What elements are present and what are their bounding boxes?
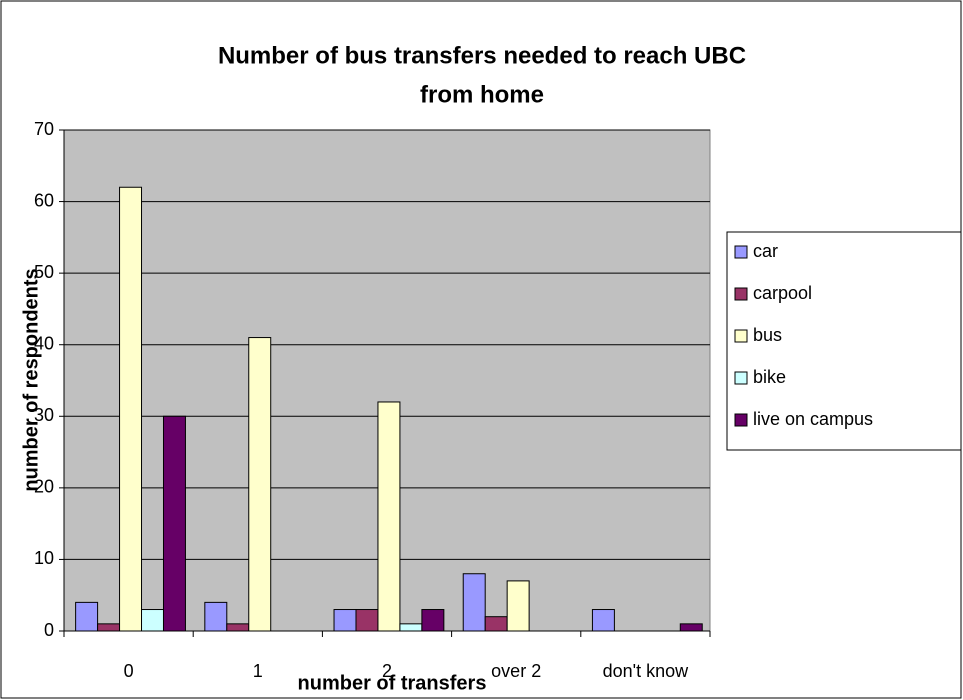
legend-label: live on campus (753, 409, 873, 429)
legend-label: bus (753, 325, 782, 345)
bar (484, 616, 508, 632)
chart-title: Number of bus transfers needed to reach … (218, 42, 746, 69)
bar (591, 609, 615, 632)
legend-swatch (734, 329, 748, 343)
x-tick-label: 0 (124, 661, 134, 681)
bar (141, 609, 164, 632)
x-tick-label: over 2 (491, 661, 541, 681)
bar (679, 623, 703, 632)
bar (399, 623, 423, 632)
y-tick-label: 20 (34, 477, 54, 497)
y-tick-label: 60 (34, 190, 54, 210)
legend-label: carpool (753, 283, 812, 303)
x-axis-label: number of transfers (298, 672, 487, 694)
y-tick-label: 70 (34, 119, 54, 139)
bar (204, 601, 228, 632)
legend-swatch (734, 371, 748, 385)
legend-box (726, 231, 962, 451)
bar (377, 401, 401, 632)
chart-title: from home (420, 81, 544, 108)
bar (248, 337, 272, 632)
y-tick-label: 40 (34, 333, 54, 353)
y-axis-label: number of respondents (20, 268, 42, 491)
legend-swatch (734, 245, 748, 259)
y-tick-label: 0 (44, 620, 54, 640)
bar (226, 623, 250, 632)
bar (421, 609, 445, 632)
bar (333, 609, 357, 632)
y-tick-label: 50 (34, 262, 54, 282)
bar (355, 609, 379, 632)
bar (119, 186, 143, 632)
legend-label: bike (753, 367, 786, 387)
legend-swatch (734, 287, 748, 301)
x-tick-label: 2 (382, 661, 392, 681)
y-tick-label: 30 (34, 405, 54, 425)
bar (97, 623, 121, 632)
bar (462, 573, 486, 632)
legend-swatch (734, 413, 748, 427)
legend-label: car (753, 241, 778, 261)
x-tick-label: 1 (253, 661, 263, 681)
bar (162, 415, 186, 632)
bar (506, 580, 530, 632)
y-tick-label: 10 (34, 548, 54, 568)
bar (75, 601, 99, 632)
x-tick-label: don't know (603, 661, 689, 681)
